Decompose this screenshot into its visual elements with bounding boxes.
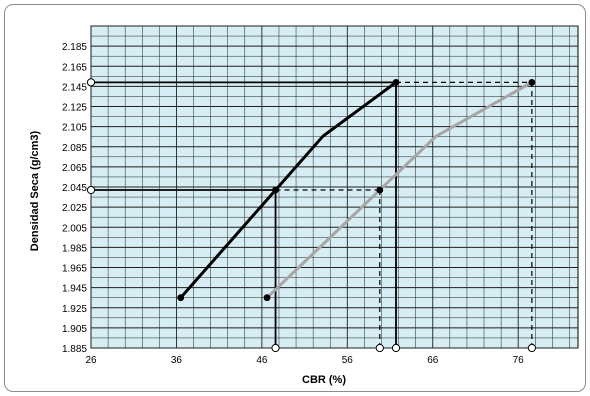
x-axis-label: CBR (%) [302,374,346,386]
x-tick-label: 66 [427,355,439,366]
x-tick-label: 36 [171,355,183,366]
data-point-0-1 [272,186,279,194]
x-tick-label: 46 [256,355,268,366]
y-tick-label: 1.905 [62,324,87,335]
y-tick-label: 2.185 [62,42,87,53]
data-point-1-1 [376,186,384,194]
data-point-1-2 [528,78,536,86]
reference-lines [91,81,533,348]
y-tick-label: 2.165 [62,62,87,73]
y-tick-label: 2.085 [62,143,87,154]
y-tick-label: 1.885 [62,344,87,355]
y-tick-label: 2.065 [62,163,87,174]
axis-marker-4 [391,343,401,353]
grid [90,25,578,349]
axis-marker-0 [86,78,96,87]
y-tick-label: 2.005 [62,223,87,234]
y-tick-label: 2.025 [62,203,87,214]
data-point-1-0 [263,294,271,302]
axis-marker-3 [375,343,384,353]
axis-marker-5 [527,343,536,353]
data-point-0-0 [177,294,185,302]
x-tick-label: 56 [342,355,354,366]
series-layer [177,78,536,302]
y-tick-labels: 1.885 1.905 1.925 1.945 1.965 1.985 2.005 2.025… [62,42,87,355]
y-tick-label: 2.105 [62,123,87,134]
y-tick-label: 1.945 [62,284,87,295]
axis-marker-2 [271,343,280,353]
y-tick-label: 1.965 [62,264,87,275]
y-tick-label: 1.925 [62,304,87,315]
y-tick-label: 2.125 [62,103,87,114]
y-tick-label: 1.985 [62,243,87,254]
y-axis-label: Densidad Seca (g/cm3) [29,130,41,251]
data-point-0-2 [392,78,400,86]
x-tick-label: 76 [513,355,525,366]
y-tick-label: 2.145 [62,82,87,93]
axis-markers [86,78,536,353]
x-tick-label: 26 [85,355,97,366]
x-tick-labels: 26 36 46 56 66 76 [85,355,524,366]
y-tick-label: 2.045 [62,183,87,194]
axis-marker-1 [86,185,96,195]
